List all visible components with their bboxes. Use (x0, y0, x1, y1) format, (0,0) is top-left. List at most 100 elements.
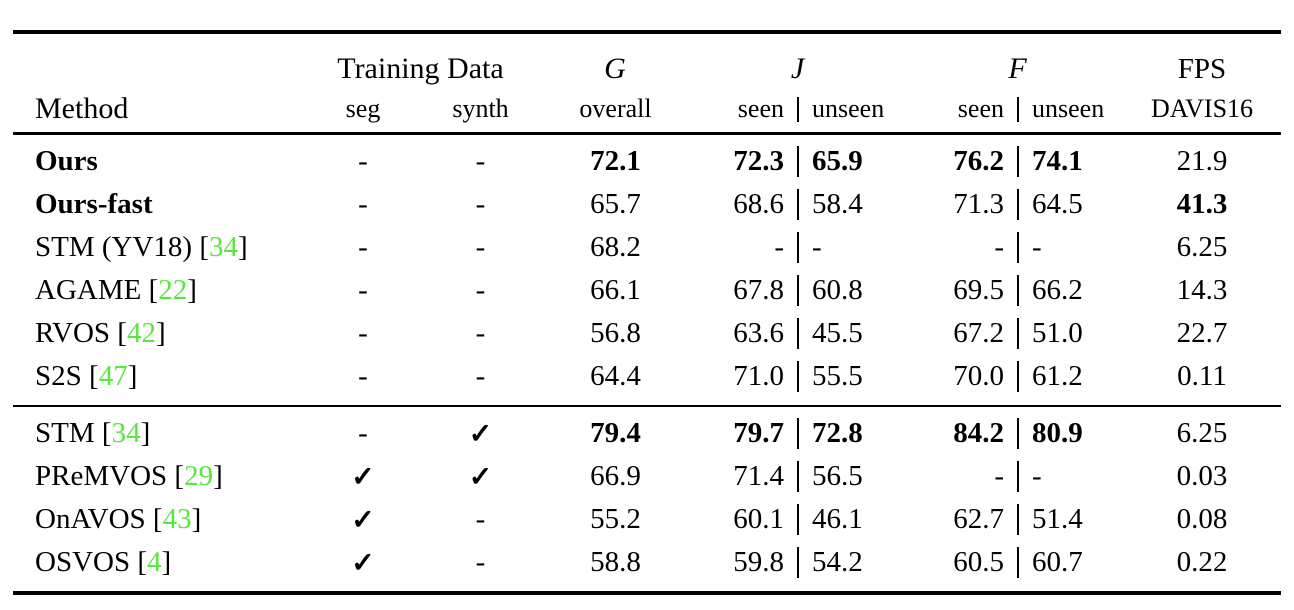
synth-cell: - (475, 230, 486, 263)
col-header-f-seen: seen (957, 94, 1004, 123)
col-header-g-symbol: G (604, 52, 627, 85)
f-cell: 69.5 66.2 (913, 269, 1123, 312)
column-divider (1017, 547, 1019, 578)
f-cell: 62.7 51.4 (913, 498, 1123, 541)
table-row: OSVOS [4] ✓ - 58.8 59.8 54.2 60.5 60.7 0… (13, 541, 1281, 584)
method-cell: STM (YV18) [34] (13, 231, 303, 264)
method-name: PReMVOS (35, 460, 168, 492)
f-unseen-cell: 80.9 (1032, 417, 1083, 449)
g-overall-cell: 72.1 (590, 144, 641, 177)
table-row: STM [34] - ✓ 79.4 79.7 72.8 84.2 80.9 6.… (13, 412, 1281, 455)
f-seen-cell: 69.5 (953, 273, 1004, 306)
method-name: OSVOS (35, 546, 131, 578)
j-unseen-cell: 65.9 (812, 144, 863, 177)
f-seen-cell: 71.3 (953, 187, 1004, 220)
j-seen-cell: - (774, 230, 784, 263)
fps-cell: 6.25 (1176, 230, 1228, 263)
column-divider (797, 145, 799, 177)
method-name: STM (35, 417, 95, 449)
method-name: Ours (35, 144, 98, 177)
citation-link[interactable]: 43 (162, 503, 192, 535)
method-name: S2S (35, 359, 82, 392)
table-row: OnAVOS [43] ✓ - 55.2 60.1 46.1 62.7 51.4… (13, 498, 1281, 541)
j-cell: 71.0 55.5 (693, 355, 903, 398)
column-divider (797, 547, 799, 578)
fps-cell: 0.11 (1177, 359, 1227, 392)
column-divider (1017, 274, 1019, 306)
j-seen-cell: 79.7 (733, 417, 784, 449)
column-divider (797, 418, 799, 449)
citation-link[interactable]: 34 (111, 417, 141, 449)
j-unseen-cell: 46.1 (812, 503, 863, 535)
table-row: RVOS [42] - - 56.8 63.6 45.5 67.2 51.0 2… (13, 312, 1281, 355)
col-header-fps: FPS (1177, 53, 1227, 85)
col-header-training-data: Training Data (337, 52, 504, 85)
citation-link[interactable]: 29 (184, 460, 214, 492)
citation-link[interactable]: 42 (126, 316, 156, 349)
citation: [43] (145, 503, 202, 535)
f-unseen-cell: 51.0 (1032, 316, 1083, 349)
citation-link[interactable]: 34 (209, 230, 239, 263)
f-cell: 60.5 60.7 (913, 541, 1123, 584)
fps-cell: 14.3 (1176, 273, 1228, 306)
f-cell: - - (913, 455, 1123, 498)
j-seen-cell: 71.0 (733, 359, 784, 392)
f-seen-cell: 67.2 (953, 316, 1004, 349)
g-overall-cell: 55.2 (590, 503, 641, 535)
j-cell: 79.7 72.8 (693, 412, 903, 455)
table-header-row-2: Method seg synth overall seen unseen see… (13, 86, 1281, 132)
synth-cell: ✓ (468, 461, 493, 493)
method-cell: STM [34] (13, 417, 303, 450)
f-unseen-cell: 64.5 (1032, 187, 1083, 220)
g-overall-cell: 66.1 (590, 273, 641, 306)
table-row: Ours-fast - - 65.7 68.6 58.4 71.3 64.5 4… (13, 183, 1281, 226)
method-name: OnAVOS (35, 503, 146, 535)
seg-cell: - (358, 359, 368, 392)
f-unseen-cell: 74.1 (1032, 144, 1083, 177)
fps-cell: 6.25 (1176, 417, 1228, 449)
f-seen-cell: 60.5 (953, 546, 1004, 578)
citation-link[interactable]: 4 (147, 546, 162, 578)
citation-link[interactable]: 47 (98, 359, 128, 392)
col-header-f-symbol: F (1008, 52, 1028, 85)
col-header-synth: synth (452, 94, 509, 123)
method-name: Ours-fast (35, 187, 153, 220)
citation: [34] (192, 230, 248, 263)
j-seen-cell: 60.1 (733, 503, 784, 535)
seg-cell: ✓ (351, 547, 375, 579)
table-row: Ours - - 72.1 72.3 65.9 76.2 74.1 21.9 (13, 140, 1281, 183)
column-divider (797, 274, 799, 306)
citation: [42] (110, 316, 166, 349)
method-cell: OnAVOS [43] (13, 503, 303, 536)
citation-link[interactable]: 22 (158, 273, 188, 306)
j-seen-cell: 67.8 (733, 273, 784, 306)
f-seen-cell: 76.2 (953, 144, 1004, 177)
table-rule-mid (13, 404, 1281, 407)
seg-cell: - (358, 273, 368, 306)
col-header-j-unseen: unseen (812, 94, 885, 123)
column-divider (1017, 504, 1019, 535)
table-rule-top (13, 30, 1281, 34)
f-unseen-cell: - (1032, 460, 1042, 492)
j-cell: 71.4 56.5 (693, 455, 903, 498)
column-divider (797, 188, 799, 220)
column-divider (1017, 317, 1019, 349)
j-seen-cell: 63.6 (733, 316, 784, 349)
fps-cell: 0.22 (1176, 546, 1228, 578)
column-divider (797, 317, 799, 349)
f-unseen-cell: 60.7 (1032, 546, 1083, 578)
col-header-overall: overall (579, 94, 652, 123)
method-cell: Ours-fast (13, 188, 303, 221)
col-header-j-seen: seen (737, 94, 784, 123)
j-cell: 60.1 46.1 (693, 498, 903, 541)
j-unseen-cell: 72.8 (812, 417, 863, 449)
fps-cell: 0.08 (1176, 503, 1228, 535)
table-rule-header-bottom (13, 132, 1281, 135)
j-seen-cell: 72.3 (733, 144, 784, 177)
f-cell: 76.2 74.1 (913, 140, 1123, 183)
synth-cell: - (475, 503, 486, 535)
column-divider (1017, 96, 1019, 122)
j-unseen-cell: 55.5 (812, 359, 863, 392)
synth-cell: ✓ (468, 418, 493, 450)
synth-cell: - (475, 359, 486, 392)
